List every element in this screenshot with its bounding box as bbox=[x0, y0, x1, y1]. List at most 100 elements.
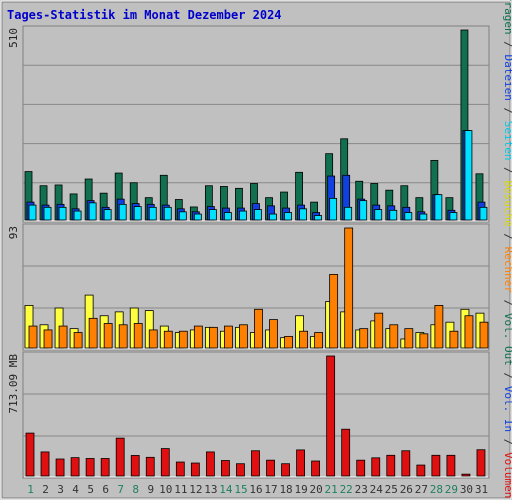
bar-rechner bbox=[359, 328, 369, 349]
x-day-label: 12 bbox=[189, 483, 202, 496]
bar-seiten bbox=[449, 212, 458, 221]
bar-rechner bbox=[28, 325, 38, 349]
legend-segment: / bbox=[502, 432, 512, 452]
x-day-label: 21 bbox=[325, 483, 338, 496]
x-day-label: 31 bbox=[475, 483, 488, 496]
bar-rechner bbox=[284, 335, 293, 349]
bar-seiten bbox=[28, 204, 37, 221]
bar-seiten bbox=[118, 203, 127, 221]
legend-segment: / bbox=[502, 161, 512, 181]
y-axis-max-labels: 510 93 713.09 MB bbox=[7, 28, 20, 414]
bar-volumen bbox=[40, 451, 50, 477]
bar-seiten bbox=[359, 200, 368, 221]
bar-volumen bbox=[175, 461, 185, 477]
bar-seiten bbox=[43, 206, 52, 221]
bar-rechner bbox=[224, 325, 233, 349]
bar-rechner bbox=[404, 328, 414, 349]
bar-seiten bbox=[464, 130, 473, 221]
bar-rechner bbox=[118, 324, 128, 349]
bar-seiten bbox=[193, 213, 202, 221]
y-max-label: 93 bbox=[7, 226, 20, 239]
x-day-label: 26 bbox=[400, 483, 413, 496]
bar-volumen bbox=[236, 463, 245, 477]
x-day-label: 13 bbox=[204, 483, 217, 496]
bar-volumen bbox=[416, 464, 426, 477]
bar-volumen bbox=[190, 462, 200, 477]
bar-rechner bbox=[419, 333, 429, 349]
bar-volumen bbox=[85, 458, 95, 477]
bar-seiten bbox=[284, 212, 292, 221]
bar-rechner bbox=[88, 317, 98, 349]
legend-segment: / bbox=[502, 366, 512, 386]
bar-rechner bbox=[163, 330, 173, 349]
legend-segment: / bbox=[502, 35, 512, 55]
x-day-label: 10 bbox=[159, 483, 172, 496]
bar-rechner bbox=[314, 332, 324, 349]
bar-volumen bbox=[266, 459, 275, 477]
bar-volumen bbox=[446, 454, 456, 477]
legend-segment: Anfragen bbox=[502, 0, 512, 35]
bar-seiten bbox=[148, 206, 157, 221]
bar-seiten bbox=[374, 209, 383, 221]
legend-segment: Seiten bbox=[502, 121, 512, 161]
legend-segment: / bbox=[502, 101, 512, 121]
bar-seiten bbox=[314, 215, 323, 221]
bar-rechner bbox=[133, 323, 143, 349]
legend-segment: Vol. Out bbox=[502, 313, 512, 366]
bar-volumen bbox=[221, 460, 230, 477]
legend-segment: / bbox=[502, 227, 512, 247]
bar-seiten bbox=[103, 209, 112, 221]
legend-segment: Vol. In bbox=[502, 386, 512, 432]
x-day-label: 24 bbox=[370, 483, 384, 496]
bar-volumen bbox=[341, 428, 351, 477]
bar-volumen bbox=[461, 473, 471, 477]
bar-rechner bbox=[374, 312, 384, 349]
x-day-label: 28 bbox=[430, 483, 443, 496]
legend-segment: Rechner bbox=[502, 247, 512, 294]
bar-rechner bbox=[208, 326, 218, 349]
bar-volumen bbox=[205, 451, 215, 477]
legend-segment: / bbox=[502, 293, 512, 313]
bar-volumen bbox=[115, 437, 125, 477]
bar-volumen bbox=[296, 449, 305, 477]
x-day-label: 11 bbox=[174, 483, 187, 496]
bar-rechner bbox=[389, 324, 399, 349]
bar-seiten bbox=[224, 212, 232, 221]
bar-volumen bbox=[55, 458, 65, 477]
bar-volumen bbox=[100, 458, 110, 477]
bar-volumen bbox=[356, 459, 366, 477]
bar-volumen bbox=[70, 457, 80, 477]
bar-seiten bbox=[254, 209, 262, 221]
bar-seiten bbox=[344, 206, 353, 221]
bar-volumen bbox=[386, 454, 396, 477]
bar-volumen bbox=[25, 432, 35, 477]
x-day-label: 2 bbox=[42, 483, 49, 496]
bar-seiten bbox=[133, 206, 142, 221]
x-day-label: 19 bbox=[294, 483, 307, 496]
bar-seiten bbox=[58, 206, 67, 221]
x-day-label: 23 bbox=[355, 483, 368, 496]
x-day-label: 20 bbox=[310, 483, 323, 496]
legend-segment: Volumen bbox=[502, 452, 512, 498]
y-max-label: 713.09 MB bbox=[7, 354, 20, 414]
bar-volumen bbox=[431, 454, 441, 477]
y-max-label: 510 bbox=[7, 28, 20, 48]
bar-volumen bbox=[476, 449, 486, 477]
x-day-label: 18 bbox=[279, 483, 292, 496]
bar-seiten bbox=[269, 213, 277, 221]
x-day-label: 30 bbox=[460, 483, 473, 496]
bar-rechner bbox=[193, 325, 203, 349]
bar-rechner bbox=[344, 227, 354, 349]
bar-rechner bbox=[299, 330, 308, 349]
x-day-label: 9 bbox=[147, 483, 154, 496]
bar-seiten bbox=[178, 211, 187, 221]
legend-segment: Besuche bbox=[502, 180, 512, 226]
x-day-label: 22 bbox=[340, 483, 353, 496]
bar-rechner bbox=[254, 308, 263, 349]
bar-rechner bbox=[178, 330, 188, 349]
bar-seiten bbox=[299, 208, 307, 221]
bar-volumen bbox=[145, 456, 155, 477]
x-day-label: 16 bbox=[249, 483, 262, 496]
